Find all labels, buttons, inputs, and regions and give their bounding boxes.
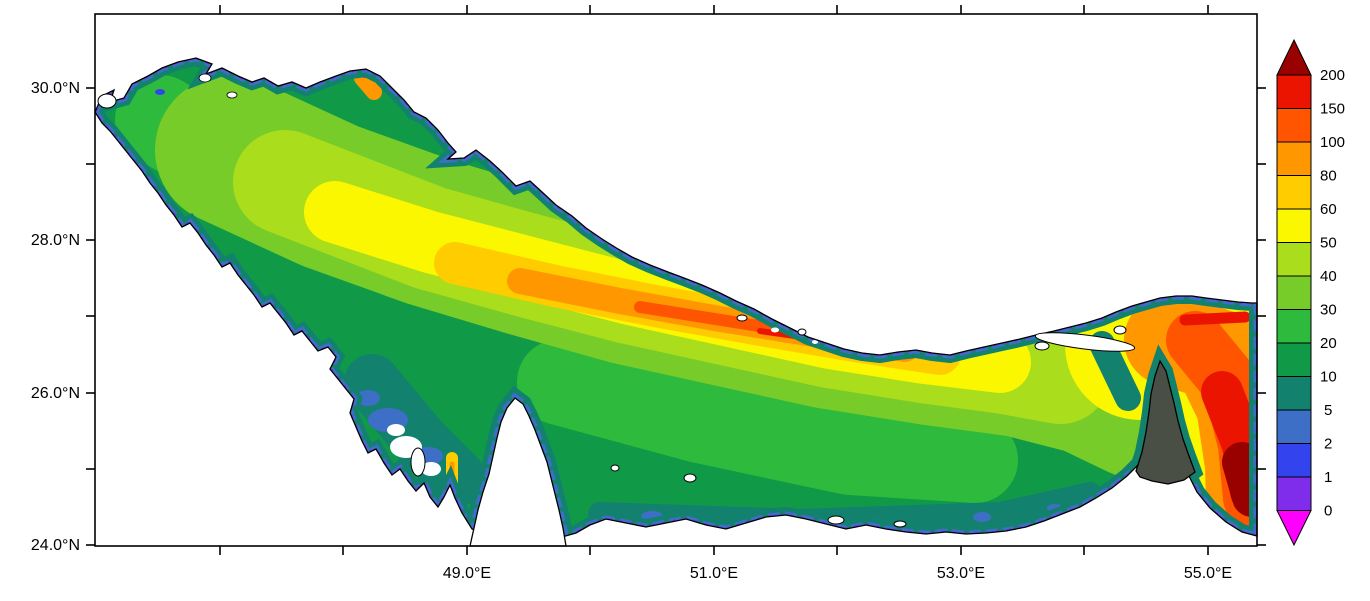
colorbar-labels: 200 150 100 80 60 50 40 30 20 10 5 2 1 0 (1320, 67, 1345, 520)
island (736, 314, 748, 322)
y-label-30n: 30.0°N (31, 80, 80, 97)
colorbar-label: 2 (1324, 436, 1332, 453)
bay-blue-patch (356, 390, 380, 406)
colorbar-label: 40 (1320, 268, 1337, 285)
y-label-26n: 26.0°N (31, 385, 80, 402)
band-green-south (517, 339, 1018, 503)
colorbar-segment (1276, 476, 1312, 511)
island (198, 73, 212, 83)
no-data-patch (771, 327, 779, 333)
islands (97, 73, 1136, 528)
x-label-51e: 51.0°E (690, 565, 738, 582)
island (797, 328, 807, 336)
colorbar-under-arrow (1276, 510, 1312, 547)
colorbar-segment (1276, 376, 1312, 411)
y-axis-ticks (86, 87, 1266, 546)
island (683, 473, 697, 483)
colorbar-segment (1276, 242, 1312, 277)
no-data-patch (387, 424, 405, 436)
nw-blue-speck (155, 89, 165, 95)
colorbar-segment (1276, 342, 1312, 377)
no-data-patch (421, 462, 441, 476)
bahrain-island (410, 447, 426, 477)
colorbar-label: 50 (1320, 235, 1337, 252)
island (226, 91, 238, 99)
colorbar-label: 10 (1320, 369, 1337, 386)
north-coast-orange-patch (354, 70, 382, 100)
colorbar-segment (1276, 208, 1312, 243)
hormuz-red-streak (1179, 311, 1251, 326)
south-blue-speck (973, 512, 991, 522)
x-label-55e: 55.0°E (1184, 565, 1232, 582)
colorbar-label: 200 (1320, 67, 1345, 84)
colorbar-label: 0 (1324, 503, 1332, 520)
plot-frame (94, 13, 1258, 547)
island (893, 520, 907, 528)
colorbar-label: 20 (1320, 335, 1337, 352)
x-axis-ticks (219, 5, 1209, 555)
colorbar-label: 100 (1320, 134, 1345, 151)
island (1034, 341, 1050, 351)
colorbar-label: 5 (1324, 402, 1332, 419)
colorbar-segment (1276, 409, 1312, 444)
colorbar-label: 150 (1320, 101, 1345, 118)
bay-teal (344, 354, 486, 506)
colorbar-label: 1 (1324, 469, 1332, 486)
sea-region (95, 58, 1257, 541)
y-label-28n: 28.0°N (31, 232, 80, 249)
colorbar-over-arrow (1276, 38, 1312, 76)
colorbar: 200 150 100 80 60 50 40 30 20 10 5 2 1 0 (1276, 38, 1345, 547)
y-axis-labels: 30.0°N 28.0°N 26.0°N 24.0°N (31, 80, 80, 554)
colorbar-segment (1276, 108, 1312, 143)
colorbar-label: 30 (1320, 302, 1337, 319)
island (1113, 325, 1127, 335)
colorbar-label: 60 (1320, 201, 1337, 218)
colorbar-segment (1276, 74, 1312, 109)
strait-teal (1089, 331, 1141, 411)
island (610, 464, 620, 472)
colorbar-label: 80 (1320, 168, 1337, 185)
colorbar-segment (1276, 175, 1312, 210)
colorbar-segment (1276, 275, 1312, 310)
x-label-53e: 53.0°E (937, 565, 985, 582)
island (827, 515, 845, 525)
x-label-49e: 49.0°E (443, 565, 491, 582)
no-data-patch (812, 340, 818, 344)
musandam-peninsula (1135, 359, 1196, 485)
y-label-24n: 24.0°N (31, 537, 80, 554)
x-axis-labels: 49.0°E 51.0°E 53.0°E 55.0°E (443, 565, 1232, 582)
colorbar-segment (1276, 443, 1312, 478)
qatar-peninsula (469, 397, 567, 547)
colorbar-segment (1276, 141, 1312, 176)
qeshm-island (1034, 332, 1136, 352)
colorbar-segment (1276, 309, 1312, 344)
nw-lagoon (97, 93, 117, 109)
